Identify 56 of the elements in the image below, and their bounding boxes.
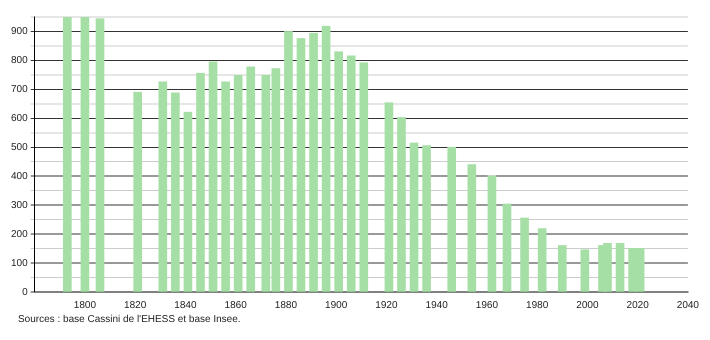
bar: [171, 92, 180, 292]
x-tick-label: 2020: [626, 300, 650, 311]
x-tick-label: 1840: [174, 300, 197, 311]
bar: [196, 72, 205, 292]
y-tick-label: 100: [10, 258, 28, 269]
bar: [359, 62, 368, 292]
bar: [488, 176, 496, 292]
x-tick-label: 2000: [576, 300, 599, 311]
x-tick-label: 1800: [74, 300, 96, 311]
y-tick-label: 300: [10, 200, 28, 211]
bar: [133, 92, 142, 292]
y-tick-label: 800: [10, 55, 28, 66]
bar: [502, 204, 512, 292]
bar: [616, 243, 624, 292]
bar: [234, 75, 243, 292]
y-tick-label: 0: [22, 286, 28, 298]
x-tick-label: 1940: [426, 300, 448, 311]
bar: [384, 102, 394, 292]
y-tick-label: 500: [10, 142, 28, 154]
bar: [558, 245, 567, 292]
y-tick-label: 200: [10, 228, 28, 240]
bar: [422, 145, 431, 292]
x-tick-label: 1980: [526, 300, 549, 311]
bar: [80, 17, 90, 292]
x-tick-label: 1920: [375, 300, 398, 311]
x-tick-label: 1960: [476, 300, 498, 311]
y-tick-label: 900: [10, 26, 28, 38]
bar: [158, 82, 168, 292]
bar: [63, 17, 72, 292]
bar: [246, 66, 256, 292]
bar: [346, 55, 356, 292]
x-tick-label: 1860: [224, 300, 248, 311]
bar: [410, 142, 418, 292]
bar: [96, 18, 104, 292]
bar: [467, 164, 476, 292]
bar: [580, 249, 590, 292]
x-tick-label: 2040: [676, 300, 700, 311]
bar: [221, 82, 230, 292]
bar: [520, 218, 529, 292]
bar: [397, 117, 406, 292]
bar: [208, 62, 218, 292]
x-tick-label: 1880: [274, 300, 298, 311]
bar: [447, 146, 456, 292]
bar: [538, 228, 546, 292]
bar: [322, 26, 330, 292]
x-tick-label: 1900: [325, 300, 348, 311]
bar: [184, 112, 192, 292]
bar: [296, 38, 306, 292]
y-tick-label: 600: [10, 113, 28, 124]
bar: [284, 31, 293, 292]
y-tick-label: 700: [10, 84, 28, 96]
bar: [309, 32, 318, 292]
y-tick-label: 400: [10, 170, 28, 182]
bar: [334, 51, 343, 292]
x-tick-label: 1820: [124, 300, 147, 311]
source-note: Sources : base Cassini de l'EHESS et base Insee.: [18, 314, 242, 325]
